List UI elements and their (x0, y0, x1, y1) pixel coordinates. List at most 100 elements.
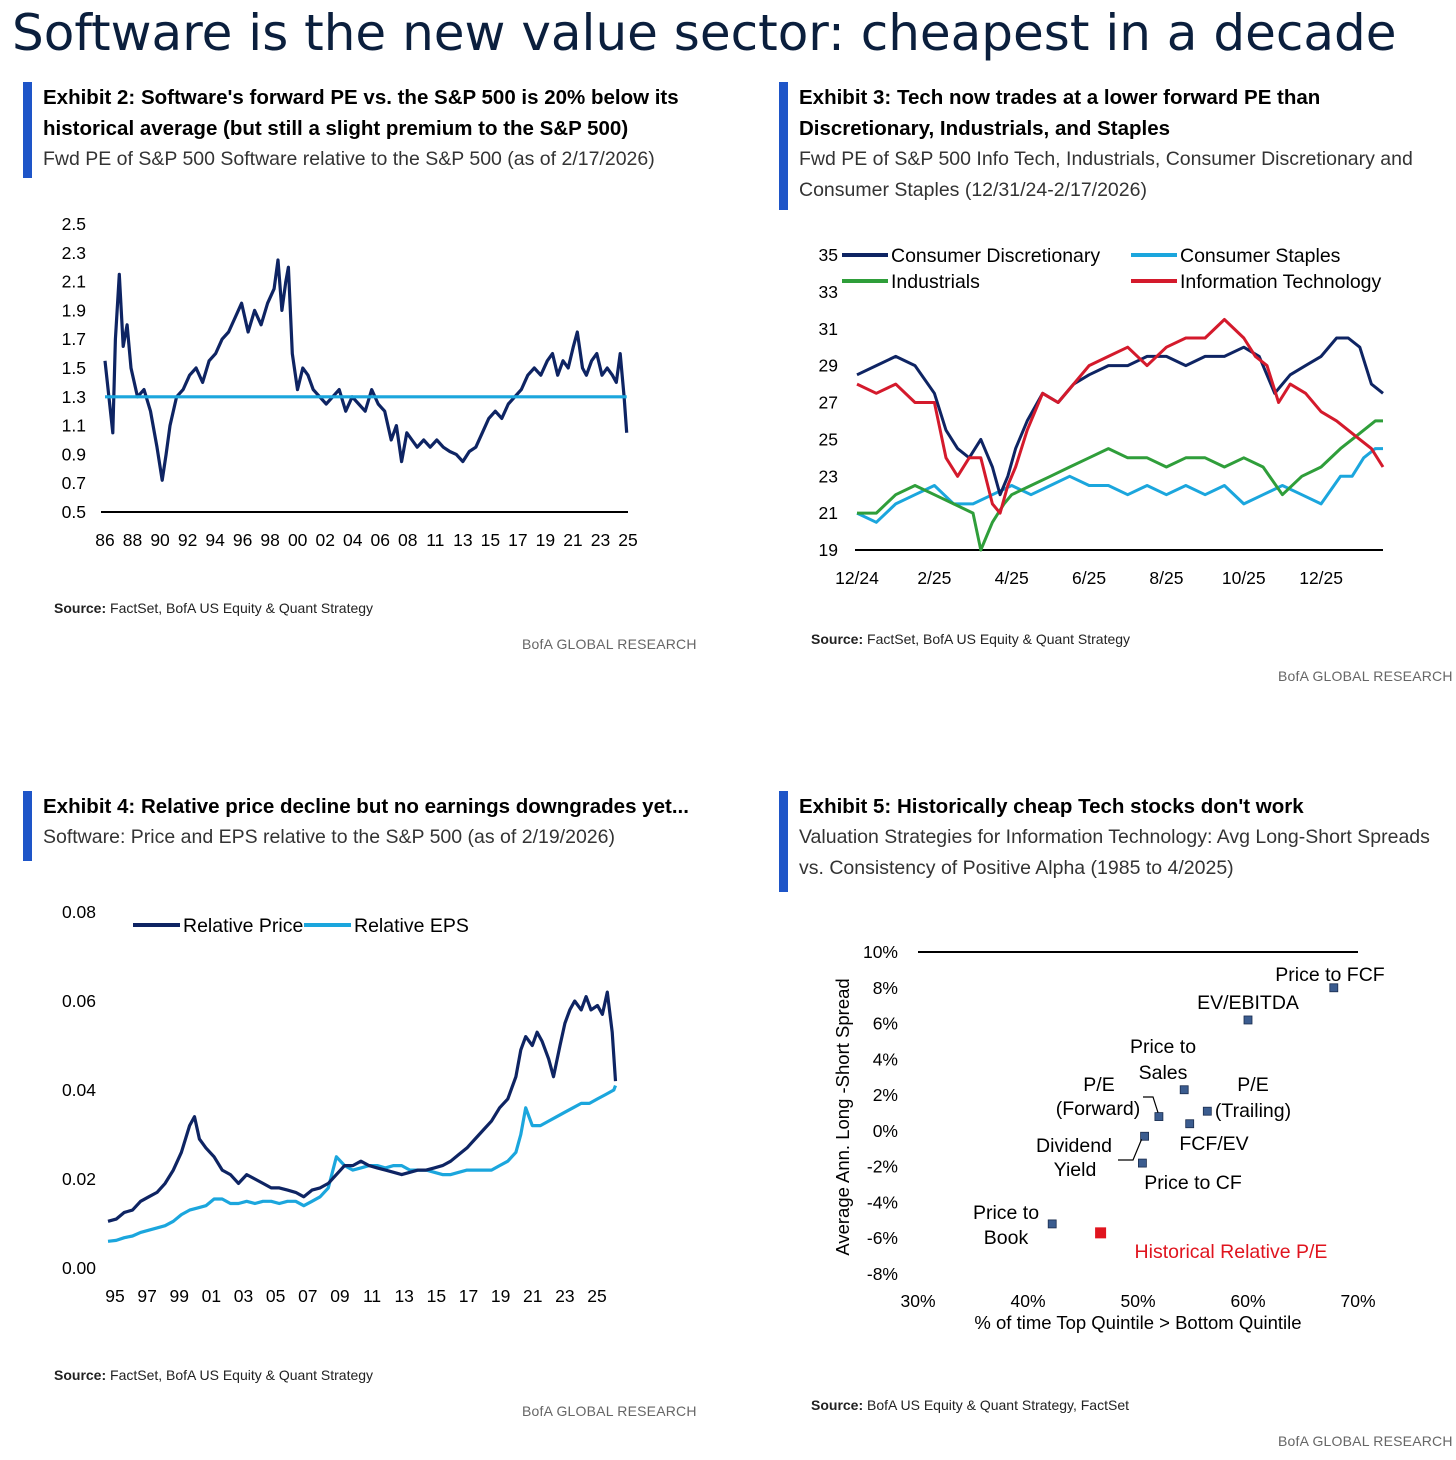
x-tick-label: 23 (555, 1286, 574, 1306)
x-tick-label: 25 (618, 530, 637, 550)
series-line-consumer-staples (856, 447, 1383, 524)
source-text: FactSet, BofA US Equity & Quant Strategy (110, 600, 374, 616)
exhibit-subtitle: Software: Price and EPS relative to the … (43, 826, 615, 848)
x-tick-label: 94 (205, 530, 225, 550)
x-tick-label: 21 (563, 530, 582, 550)
exhibit-accent-bar (779, 82, 788, 210)
x-tick-label: 15 (427, 1286, 446, 1306)
y-tick-label: 0.08 (62, 902, 96, 922)
x-tick-label: 01 (202, 1286, 221, 1306)
y-tick-label: 1.7 (62, 329, 86, 349)
source-text: FactSet, BofA US Equity & Quant Strategy (110, 1367, 374, 1383)
point-label: EV/EBITDA (1197, 992, 1299, 1014)
y-tick-label: 1.5 (62, 358, 86, 378)
series-line-relative-price (107, 990, 618, 1223)
y-tick-label: 2% (873, 1085, 898, 1105)
x-tick-label: 05 (266, 1286, 285, 1306)
x-tick-label: 90 (150, 530, 170, 550)
x-tick-label: 06 (371, 530, 390, 550)
exhibit-title-line: Discretionary, Industrials, and Staples (799, 117, 1171, 140)
point-label: Price to FCF (1275, 964, 1385, 986)
point-label: P/E (1083, 1074, 1114, 1096)
x-tick-label: 12/25 (1299, 568, 1343, 588)
scatter-point (1179, 1085, 1189, 1095)
x-tick-label: 07 (298, 1286, 317, 1306)
x-tick-label: 98 (260, 530, 279, 550)
x-tick-label: 95 (105, 1286, 124, 1306)
x-tick-label: 17 (508, 530, 527, 550)
exhibit-title-line: Exhibit 2: Software's forward PE vs. the… (43, 86, 679, 109)
legend-label: Industrials (891, 271, 980, 293)
x-tick-label: 92 (178, 530, 197, 550)
point-label: (Trailing) (1215, 1100, 1291, 1122)
x-tick-label: 6/25 (1072, 568, 1106, 588)
scatter-point (1154, 1112, 1164, 1121)
scatter-point (1243, 1015, 1253, 1025)
scatter-point (1137, 1158, 1147, 1168)
exhibit-accent-bar (779, 791, 788, 892)
scatter-point (1202, 1106, 1212, 1116)
exhibit-subtitle: Valuation Strategies for Information Tec… (799, 826, 1430, 848)
y-tick-label: 23 (819, 466, 838, 486)
brand-label: BofA GLOBAL RESEARCH (1278, 668, 1453, 684)
label-leader-line (1118, 1139, 1143, 1161)
series-line-industrials (857, 419, 1383, 552)
x-tick-label: 13 (453, 530, 472, 550)
point-label: Yield (1054, 1159, 1097, 1181)
x-tick-label: 50% (1120, 1291, 1155, 1311)
y-tick-label: 1.3 (62, 387, 86, 407)
point-label: Price to (1130, 1036, 1196, 1058)
y-tick-label: -2% (867, 1157, 898, 1177)
x-tick-label: 15 (481, 530, 500, 550)
sector-forward-pe-chart: 35 33 31 29 27 25 23 21 19 12/24 2/25 4/25 6/25 8/25 1… (819, 245, 1385, 588)
exhibit-subtitle: Fwd PE of S&P 500 Info Tech, Industrials… (799, 148, 1413, 170)
source-note: Source: BofA US Equity & Quant Strategy,… (811, 1397, 1129, 1413)
y-tick-label: 31 (819, 319, 838, 339)
scatter-point (1140, 1131, 1150, 1141)
y-tick-label: 0.7 (62, 473, 86, 493)
x-tick-label: 13 (394, 1286, 413, 1306)
x-tick-label: 21 (523, 1286, 542, 1306)
y-tick-label: 2.5 (62, 214, 86, 234)
source-label: Source: (54, 1367, 107, 1383)
exhibit-title-line: Exhibit 4: Relative price decline but no… (43, 795, 689, 818)
exhibit-subtitle: Fwd PE of S&P 500 Software relative to t… (43, 148, 655, 170)
exhibit-accent-bar (23, 82, 32, 178)
y-tick-label: 33 (819, 282, 838, 302)
x-tick-label: 02 (315, 530, 334, 550)
point-label: (Forward) (1056, 1098, 1141, 1120)
y-tick-label: 27 (819, 393, 838, 413)
x-tick-label: 99 (170, 1286, 189, 1306)
scatter-point (1185, 1119, 1195, 1129)
exhibit-title-line: Exhibit 5: Historically cheap Tech stock… (799, 795, 1304, 818)
y-tick-label: 0.02 (62, 1169, 96, 1189)
x-tick-label: 70% (1340, 1291, 1375, 1311)
y-tick-label: 0.06 (62, 991, 96, 1011)
y-tick-label: 10% (863, 942, 898, 962)
brand-label: BofA GLOBAL RESEARCH (522, 636, 697, 652)
y-axis-label: Average Ann. Long -Short Spread (832, 978, 853, 1255)
legend-label: Relative Price (183, 915, 303, 937)
y-tick-label: 0.00 (62, 1258, 96, 1278)
x-tick-label: 23 (591, 530, 610, 550)
x-tick-label: 11 (363, 1286, 381, 1306)
y-tick-label: 1.1 (62, 416, 86, 436)
x-tick-label: 17 (459, 1286, 478, 1306)
scatter-point (1329, 983, 1339, 993)
y-tick-label: -4% (867, 1192, 898, 1212)
label-leader-line (1143, 1096, 1159, 1113)
source-label: Source: (811, 1397, 864, 1413)
x-tick-label: 09 (330, 1286, 349, 1306)
x-tick-label: 40% (1010, 1291, 1045, 1311)
point-label: FCF/EV (1179, 1133, 1248, 1155)
y-tick-label: 25 (819, 429, 838, 449)
scatter-point (1047, 1219, 1057, 1229)
series-line-relative-fwd-pe (103, 258, 629, 482)
y-tick-label: 0.5 (62, 502, 86, 522)
source-label: Source: (54, 600, 107, 616)
y-tick-label: -8% (867, 1264, 898, 1284)
y-tick-label: 29 (819, 356, 838, 376)
point-label: Historical Relative P/E (1135, 1241, 1328, 1263)
x-axis-label: % of time Top Quintile > Bottom Quintile (974, 1312, 1301, 1333)
y-tick-label: 35 (819, 245, 838, 265)
